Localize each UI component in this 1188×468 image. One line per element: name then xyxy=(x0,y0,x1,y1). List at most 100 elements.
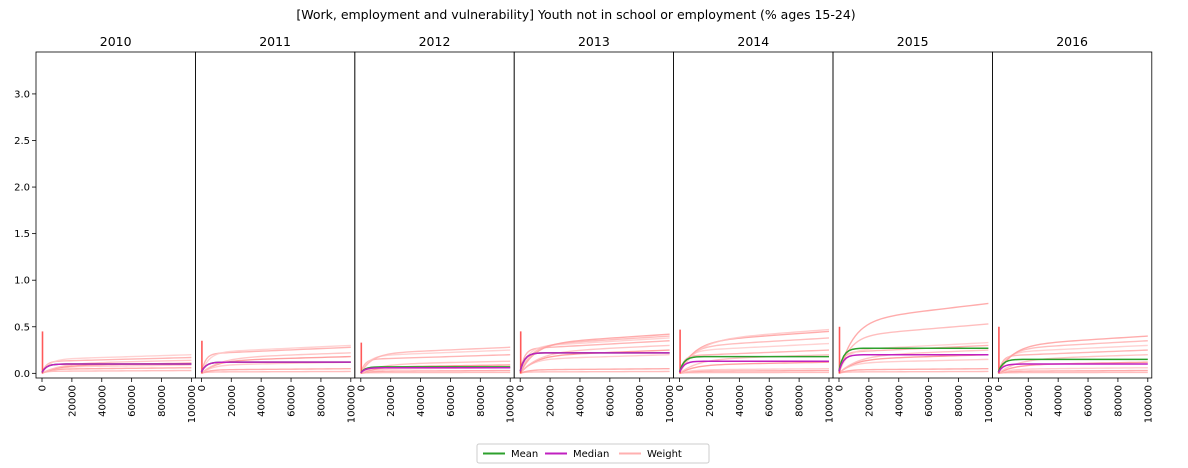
x-tick-label: 20000 xyxy=(546,385,557,417)
median-line xyxy=(838,353,989,372)
panel-title: 2011 xyxy=(259,34,291,49)
median-line xyxy=(997,363,1148,373)
x-tick-label: 20000 xyxy=(705,385,716,417)
y-tick-label: 3.0 xyxy=(14,89,30,100)
weight-line xyxy=(998,369,1148,375)
weight-line xyxy=(41,354,192,374)
x-tick-label: 100000 xyxy=(346,385,357,423)
y-tick-label: 2.0 xyxy=(14,183,30,194)
x-tick-label: 0 xyxy=(835,385,846,391)
chart-panels: 2010 0.0 0.5 1.0 1.5 2.0 2.5 3.0 0 20000 40000 6000… xyxy=(14,34,1154,423)
panel-title: 2012 xyxy=(419,34,451,49)
weight-line xyxy=(519,337,670,374)
weight-line xyxy=(997,349,1148,374)
x-tick-label: 80000 xyxy=(635,385,646,417)
x-tick-label: 40000 xyxy=(97,385,108,417)
weight-line xyxy=(838,302,989,374)
x-tick-label: 100000 xyxy=(506,385,517,423)
x-tick-label: 20000 xyxy=(864,385,875,417)
x-tick-label: 20000 xyxy=(1024,385,1035,417)
panel-frame xyxy=(673,51,834,379)
weight-line xyxy=(360,349,511,374)
x-tick-label: 0 xyxy=(516,385,527,391)
x-tick-label: 20000 xyxy=(67,385,78,417)
x-tick-label: 80000 xyxy=(316,385,327,417)
weight-line xyxy=(201,367,351,374)
weight-line xyxy=(838,344,989,374)
panel-title: 2015 xyxy=(897,34,929,49)
panel-data xyxy=(200,340,351,375)
weight-line xyxy=(200,346,351,374)
panel-2010: 2010 0.0 0.5 1.0 1.5 2.0 2.5 3.0 0 20000 40000 6000… xyxy=(14,34,198,423)
panel-frame xyxy=(194,51,356,379)
weight-line xyxy=(519,333,670,374)
weight-line xyxy=(519,340,670,374)
x-tick-label: 100000 xyxy=(1143,385,1154,423)
median-line xyxy=(41,363,192,373)
weight-line xyxy=(360,369,511,375)
chart-legend: Mean Median Weight xyxy=(476,443,710,464)
weight-line xyxy=(360,346,511,374)
x-tick-label: 0 xyxy=(675,385,686,391)
x-tick-label: 80000 xyxy=(157,385,168,417)
weight-line xyxy=(679,371,830,375)
weight-line xyxy=(200,352,351,374)
legend-box xyxy=(476,443,710,464)
y-tick-label: 2.5 xyxy=(14,136,30,147)
x-tick-label: 60000 xyxy=(924,385,935,417)
weight-line xyxy=(41,356,192,374)
median-line xyxy=(519,352,670,372)
weight-line xyxy=(360,360,511,374)
y-tick-label: 0.5 xyxy=(14,322,30,333)
weight-line xyxy=(519,344,670,374)
panel-frame xyxy=(513,51,675,379)
weight-line xyxy=(519,367,670,374)
panel-title: 2010 xyxy=(100,34,132,49)
x-tick-label: 0 xyxy=(197,385,208,391)
x-tick-label: 40000 xyxy=(575,385,586,417)
mean-line xyxy=(838,347,989,371)
legend-label: Mean xyxy=(511,449,538,460)
panel-frame xyxy=(354,51,515,379)
panel-frame xyxy=(992,51,1153,379)
x-tick-label: 40000 xyxy=(894,385,905,417)
x-tick-label: 80000 xyxy=(1113,385,1124,417)
mean-line xyxy=(997,358,1148,373)
mean-line xyxy=(678,355,829,372)
panel-title: 2013 xyxy=(578,34,610,49)
mean-line xyxy=(360,366,511,374)
weight-line xyxy=(519,335,670,374)
x-tick-label: 20000 xyxy=(227,385,238,417)
panel-data xyxy=(360,342,511,375)
panel-data xyxy=(997,326,1148,375)
x-tick-label: 100000 xyxy=(665,385,676,423)
x-tick-label: 80000 xyxy=(795,385,806,417)
x-tick-label: 80000 xyxy=(476,385,487,417)
y-tick-label: 1.0 xyxy=(14,276,30,287)
x-tick-label: 40000 xyxy=(735,385,746,417)
median-line xyxy=(360,367,511,374)
x-tick-label: 0 xyxy=(38,385,49,391)
median-line xyxy=(678,360,829,373)
weight-line xyxy=(679,367,830,375)
weight-line xyxy=(838,323,989,374)
weight-line xyxy=(998,371,1148,375)
weight-line xyxy=(838,367,989,374)
x-tick-label: 100000 xyxy=(187,385,198,423)
weight-line xyxy=(679,361,830,374)
weight-line xyxy=(519,370,670,375)
weight-line xyxy=(41,359,192,374)
x-tick-label: 60000 xyxy=(605,385,616,417)
y-tick-label: 0.0 xyxy=(14,369,30,380)
panel-frame xyxy=(35,51,196,379)
panel-title: 2016 xyxy=(1056,34,1088,49)
x-tick-label: 40000 xyxy=(257,385,268,417)
panel-2012: 2012 0 20000 40000 60000 80000 100000 xyxy=(354,34,517,423)
x-tick-label: 40000 xyxy=(1054,385,1065,417)
weight-line xyxy=(360,371,511,375)
y-tick-label: 1.5 xyxy=(14,229,30,240)
x-tick-label: 0 xyxy=(356,385,367,391)
weight-line xyxy=(997,335,1148,374)
panel-2016: 2016 0 20000 40000 60000 80000 100000 xyxy=(992,34,1154,423)
